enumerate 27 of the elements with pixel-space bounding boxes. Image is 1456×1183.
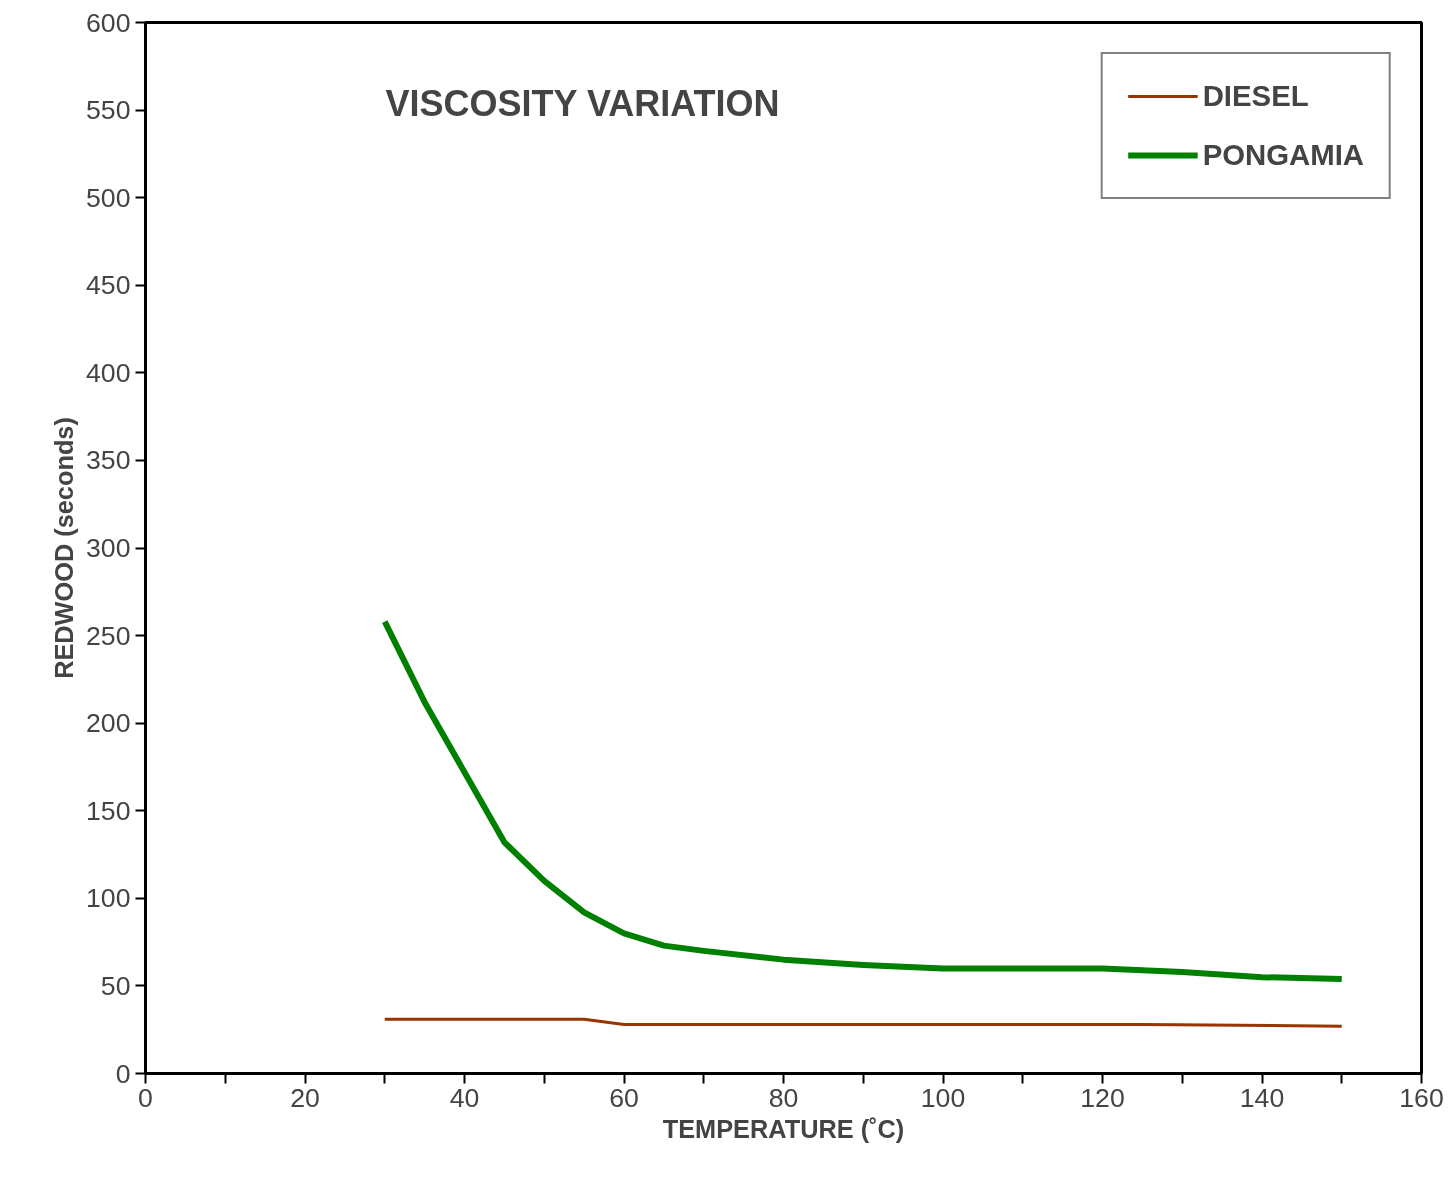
x-tick-label: 140 xyxy=(1239,1082,1285,1113)
x-tick-label: 20 xyxy=(290,1082,320,1113)
y-tick-label: 400 xyxy=(86,357,131,388)
y-tick-label: 600 xyxy=(86,7,131,38)
x-tick-label: 160 xyxy=(1399,1082,1444,1113)
y-axis-title: REDWOOD (seconds) xyxy=(50,417,79,679)
legend-label: DIESEL xyxy=(1202,79,1309,113)
y-tick-label: 0 xyxy=(115,1058,131,1089)
y-tick-label: 300 xyxy=(86,533,131,563)
y-tick-label: 550 xyxy=(86,95,131,126)
y-tick-label: 50 xyxy=(100,970,131,1001)
x-axis-title: TEMPERATURE (˚C) xyxy=(662,1114,905,1143)
x-tick-label: 80 xyxy=(768,1082,799,1113)
text: VISCOSITY VARIATION xyxy=(385,82,780,124)
y-tick-label: 200 xyxy=(86,708,131,739)
legend-label: PONGAMIA xyxy=(1202,138,1364,172)
y-tick-label: 250 xyxy=(86,620,131,651)
x-tick-label: 100 xyxy=(920,1082,966,1113)
x-tick-label: 120 xyxy=(1080,1082,1125,1113)
y-tick-label: 450 xyxy=(86,270,131,301)
x-tick-label: 40 xyxy=(449,1082,480,1113)
x-tick-label: 60 xyxy=(609,1082,639,1113)
y-tick-label: 500 xyxy=(86,182,131,213)
y-tick-label: 150 xyxy=(86,795,131,826)
y-tick-label: 100 xyxy=(86,883,131,914)
y-tick-label: 350 xyxy=(86,445,131,476)
x-tick-label: 0 xyxy=(138,1082,153,1113)
